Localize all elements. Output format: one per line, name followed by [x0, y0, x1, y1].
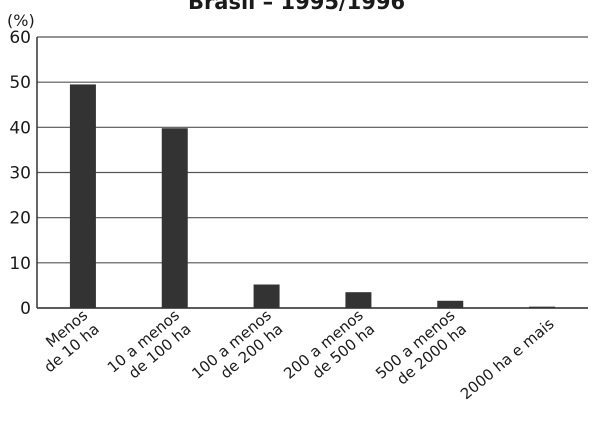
- x-tick-label: 2000 ha e mais: [457, 315, 558, 404]
- y-tick-label: 30: [9, 164, 31, 184]
- y-tick-label: 50: [9, 73, 31, 93]
- x-tick-label: 500 a menosde 2000 ha: [372, 306, 470, 396]
- bar: [345, 292, 372, 308]
- y-unit-label: (%): [7, 11, 35, 30]
- x-tick-label: 10 a menosde 100 ha: [104, 306, 195, 390]
- x-tick-label: 200 a menosde 500 ha: [280, 306, 378, 396]
- x-tick-label-line: 2000 ha e mais: [457, 315, 558, 404]
- y-tick-label: 60: [9, 28, 31, 48]
- bar: [529, 306, 556, 308]
- y-tick-label: 20: [9, 209, 31, 229]
- x-tick-label: 100 a menosde 200 ha: [188, 306, 286, 396]
- y-tick-label: 10: [9, 254, 31, 274]
- bar: [253, 284, 280, 308]
- x-tick-label: Menosde 10 ha: [29, 306, 103, 376]
- bar: [161, 128, 188, 308]
- y-tick-label: 0: [20, 299, 31, 319]
- bar: [437, 300, 464, 308]
- y-tick-label: 40: [9, 118, 31, 138]
- chart-title: Brasil – 1995/1996: [187, 0, 406, 14]
- bar: [69, 84, 96, 308]
